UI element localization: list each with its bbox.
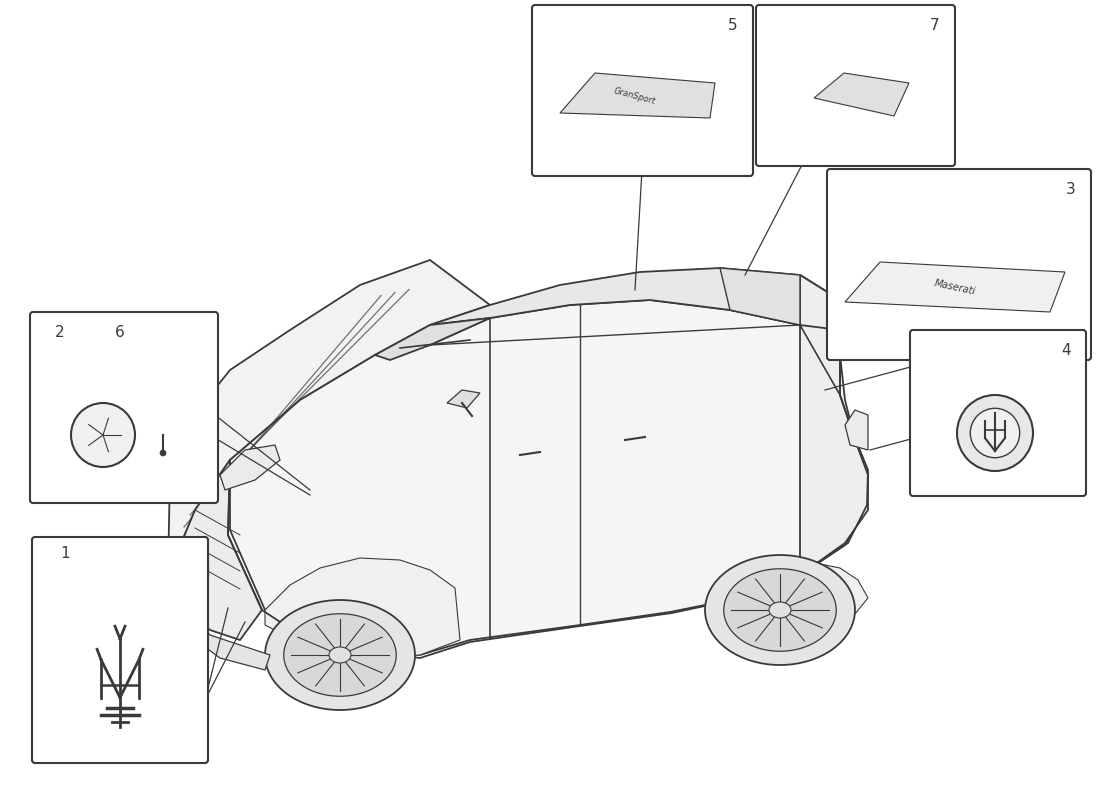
Text: 4: 4 [1062,343,1070,358]
Polygon shape [720,268,800,325]
Polygon shape [732,562,868,638]
Text: 6: 6 [116,325,124,340]
Ellipse shape [957,395,1033,471]
Text: 2: 2 [55,325,65,340]
Ellipse shape [329,647,351,663]
Polygon shape [375,318,490,360]
Polygon shape [168,260,490,575]
Ellipse shape [724,569,836,651]
Text: 3: 3 [1066,182,1076,197]
Ellipse shape [284,614,396,696]
Text: Maserati: Maserati [934,278,977,296]
FancyBboxPatch shape [910,330,1086,496]
Ellipse shape [970,408,1020,458]
FancyBboxPatch shape [30,312,218,503]
Text: GranSport: GranSport [613,86,657,106]
Ellipse shape [72,403,135,467]
Ellipse shape [705,555,855,665]
FancyBboxPatch shape [827,169,1091,360]
Text: 1: 1 [60,546,69,561]
Ellipse shape [160,450,166,456]
Text: 7: 7 [930,18,939,33]
Ellipse shape [265,600,415,710]
Polygon shape [814,73,909,116]
Polygon shape [160,580,270,670]
Polygon shape [800,275,868,575]
Text: 5: 5 [728,18,738,33]
Polygon shape [220,445,280,490]
FancyBboxPatch shape [32,537,208,763]
Polygon shape [845,410,868,450]
Polygon shape [845,262,1065,312]
Polygon shape [168,460,262,640]
Ellipse shape [769,602,791,618]
Polygon shape [430,268,840,325]
Polygon shape [447,390,480,408]
FancyBboxPatch shape [756,5,955,166]
Polygon shape [230,275,868,655]
FancyBboxPatch shape [532,5,754,176]
Polygon shape [265,558,460,658]
Polygon shape [560,73,715,118]
